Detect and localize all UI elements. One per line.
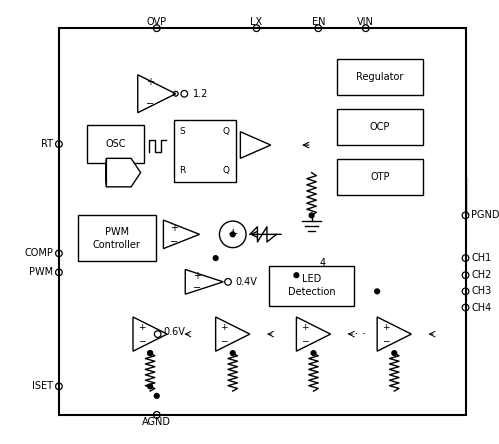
Text: EN: EN <box>311 17 325 28</box>
Polygon shape <box>377 317 411 351</box>
Text: +: + <box>228 227 238 240</box>
Polygon shape <box>241 132 271 159</box>
Circle shape <box>375 289 380 294</box>
Text: 0.6V: 0.6V <box>163 327 185 337</box>
Polygon shape <box>163 220 200 249</box>
Text: −: − <box>221 336 228 345</box>
Text: −: − <box>382 336 389 345</box>
Circle shape <box>148 351 153 356</box>
Polygon shape <box>216 317 250 351</box>
Text: OVP: OVP <box>147 17 167 28</box>
Text: OSC: OSC <box>106 139 126 149</box>
Circle shape <box>231 232 235 237</box>
Text: −: − <box>146 99 154 109</box>
Polygon shape <box>185 270 223 294</box>
Text: OCP: OCP <box>370 122 390 132</box>
Text: 1.2: 1.2 <box>193 89 208 99</box>
Polygon shape <box>106 159 141 187</box>
Text: 0.4V: 0.4V <box>236 277 257 287</box>
Text: LED: LED <box>302 274 321 284</box>
Text: CH3: CH3 <box>471 286 492 296</box>
Circle shape <box>294 273 299 278</box>
Text: +: + <box>146 77 154 87</box>
Text: VIN: VIN <box>357 17 374 28</box>
Polygon shape <box>138 75 176 113</box>
Text: PWM: PWM <box>29 267 53 278</box>
Bar <box>78 215 156 261</box>
Text: RT: RT <box>41 139 53 149</box>
Text: 4: 4 <box>320 258 326 268</box>
Text: −: − <box>193 282 201 293</box>
Circle shape <box>148 384 153 389</box>
Text: +: + <box>193 271 201 281</box>
Text: CH4: CH4 <box>471 302 492 313</box>
Text: +: + <box>382 323 389 332</box>
Text: −: − <box>170 237 178 247</box>
Circle shape <box>392 351 397 356</box>
Polygon shape <box>296 317 331 351</box>
Text: Detection: Detection <box>288 287 335 297</box>
Text: · · ·: · · · <box>347 328 366 341</box>
Text: OTP: OTP <box>370 172 390 182</box>
Circle shape <box>213 256 218 261</box>
Bar <box>174 120 236 182</box>
Circle shape <box>309 213 314 218</box>
Text: Regulator: Regulator <box>356 71 404 82</box>
Text: PGND: PGND <box>471 210 499 220</box>
Text: LX: LX <box>250 17 262 28</box>
Text: S: S <box>180 127 185 136</box>
Text: Q̄: Q̄ <box>223 166 230 175</box>
Polygon shape <box>133 317 167 351</box>
Text: +: + <box>301 323 309 332</box>
Bar <box>337 159 423 195</box>
Text: PWM: PWM <box>105 226 129 237</box>
Text: −: − <box>138 336 145 345</box>
Text: +: + <box>170 223 178 233</box>
Text: +: + <box>221 323 228 332</box>
Text: ISET: ISET <box>32 381 53 391</box>
Circle shape <box>311 351 316 356</box>
Bar <box>337 59 423 95</box>
Text: Q: Q <box>223 127 230 136</box>
Bar <box>87 125 144 163</box>
Text: CH2: CH2 <box>471 270 492 280</box>
Text: R: R <box>180 166 186 175</box>
Text: CH1: CH1 <box>471 253 492 263</box>
Circle shape <box>154 393 159 398</box>
Circle shape <box>148 351 153 356</box>
Text: −: − <box>301 336 309 345</box>
Text: COMP: COMP <box>24 248 53 258</box>
Circle shape <box>231 351 235 356</box>
Bar <box>269 266 354 305</box>
Text: AGND: AGND <box>142 416 171 427</box>
Bar <box>337 109 423 145</box>
Text: Controller: Controller <box>93 240 141 250</box>
Bar <box>59 28 466 415</box>
Text: +: + <box>138 323 145 332</box>
